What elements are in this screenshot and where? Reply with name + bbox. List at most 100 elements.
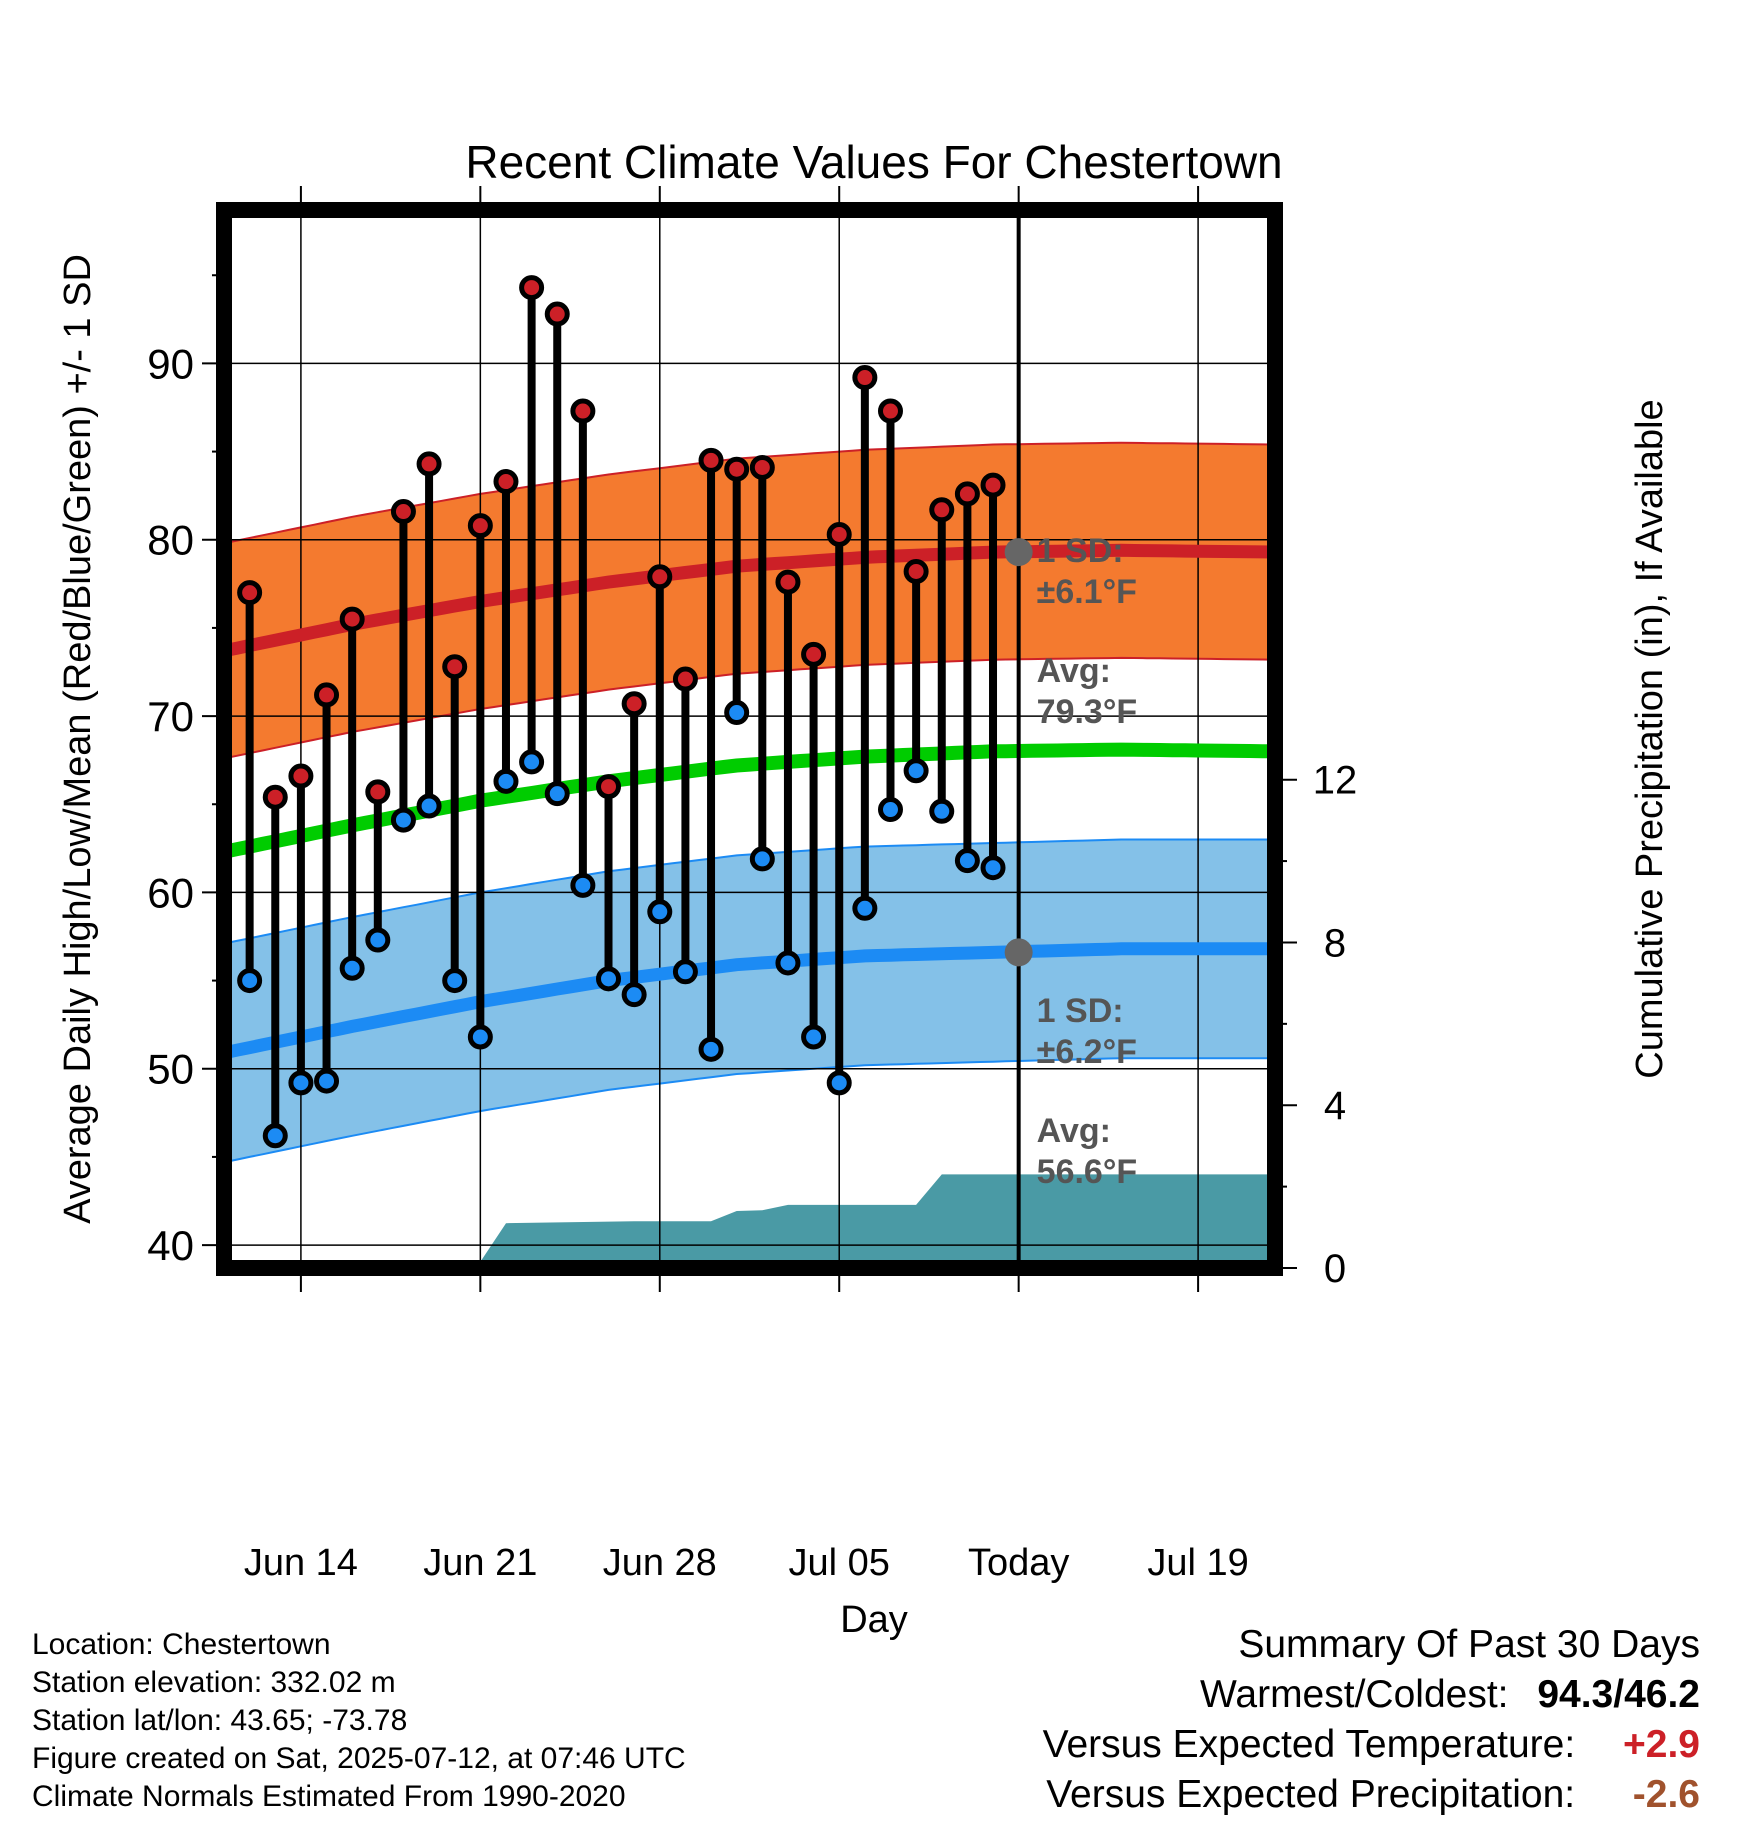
daily-low-point [390,807,416,833]
y-tick-label: 50 [147,1046,194,1093]
temp-label: Versus Expected Temperature: [1042,1723,1576,1766]
summary-heading: Summary Of Past 30 Days [1238,1623,1700,1666]
daily-high-point [954,481,980,507]
daily-low-point [826,1070,852,1096]
summary-panel: Summary Of Past 30 Days Warmest/Coldest:… [1043,1620,1700,1820]
station-info: Location: Chestertown Station elevation:… [32,1626,686,1816]
daily-low-point [801,1024,827,1050]
daily-low-point [570,872,596,898]
daily-high-point [467,513,493,539]
daily-high-point [877,398,903,424]
daily-low-point [314,1068,340,1094]
x-tick-label: Today [968,1542,1069,1584]
daily-high-point [929,497,955,523]
elevation-text: Station elevation: 332.02 m [32,1666,396,1699]
x-tick-label: Jun 21 [423,1542,537,1584]
chart-title: Recent Climate Values For Chestertown [465,136,1282,188]
daily-high-point [647,564,673,590]
daily-low-point [672,959,698,985]
daily-high-point [801,641,827,667]
low-sd-value: ±6.2°F [1037,1033,1137,1071]
low-avg-value: 56.6°F [1037,1153,1138,1191]
y-tick-label: 90 [147,340,194,387]
daily-low-point [467,1024,493,1050]
daily-high-point [570,398,596,424]
daily-high-point [390,499,416,525]
daily-high-point [724,456,750,482]
daily-low-point [237,968,263,994]
daily-low-point [775,950,801,976]
y2-tick-label: 0 [1324,1247,1346,1291]
plot-frame [216,202,1283,1276]
summary-warm-cold-row: Warmest/Coldest: 94.3/46.2 [1043,1670,1700,1720]
y-tick-label: 80 [147,517,194,564]
daily-low-point [980,855,1006,881]
daily-high-point [903,558,929,584]
daily-high-point [416,451,442,477]
high-avg-marker [1004,538,1033,567]
daily-high-point [262,784,288,810]
summary-precip-row: Versus Expected Precipitation: -2.6 [1043,1770,1700,1820]
daily-high-point [288,763,314,789]
daily-low-point [647,899,673,925]
daily-low-point [749,846,775,872]
high-avg-label: Avg: [1037,652,1111,690]
daily-high-point [544,301,570,327]
daily-low-point [698,1036,724,1062]
daily-high-point [621,691,647,717]
daily-low-point [852,895,878,921]
daily-high-point [980,472,1006,498]
days-label: 30 [1037,1379,1077,1420]
x-tick-label: Jul 05 [789,1542,890,1584]
y-tick-label: 60 [147,869,194,916]
daily-high-point [596,774,622,800]
daily-high-point [826,521,852,547]
y-tick-label: 40 [147,1222,194,1269]
high-sd-value: ±6.1°F [1037,573,1137,611]
precip-label: Versus Expected Precipitation: [1046,1773,1576,1816]
daily-low-point [929,798,955,824]
low-avg-marker [1004,938,1033,967]
daily-low-point [339,955,365,981]
y-tick-label: 70 [147,693,194,740]
daily-low-point [493,768,519,794]
daily-high-point [314,682,340,708]
daily-high-point [852,365,878,391]
daily-low-point [416,793,442,819]
days-label-2: Days [1037,1421,1123,1462]
y2-axis-title: Cumulative Precipitation (in), If Availa… [1629,399,1671,1078]
y2-tick-label: 12 [1313,759,1358,803]
daily-low-point [954,848,980,874]
daily-low-point [903,758,929,784]
daily-low-point [544,781,570,807]
x-axis-title: Day [840,1599,908,1641]
low-avg-label: Avg: [1037,1112,1111,1150]
created-text: Figure created on Sat, 2025-07-12, at 07… [32,1742,686,1775]
y2-tick-label: 8 [1324,921,1346,965]
daily-high-point [672,666,698,692]
warm-cold-label: Warmest/Coldest: [1200,1673,1509,1716]
daily-high-point [493,469,519,495]
daily-high-point [775,569,801,595]
high-avg-value: 79.3°F [1037,693,1138,731]
low-sd-label: 1 SD: [1037,992,1124,1030]
x-tick-label: Jun 28 [603,1542,717,1584]
daily-high-point [519,275,545,301]
warm-cold-value: 94.3/46.2 [1537,1673,1700,1716]
daily-low-point [877,797,903,823]
daily-high-point [749,454,775,480]
y-axis-title: Average Daily High/Low/Mean (Red/Blue/Gr… [57,254,99,1224]
daily-high-point [237,580,263,606]
x-tick-label: Jun 14 [244,1542,358,1584]
y2-tick-label: 4 [1324,1084,1346,1128]
latlon-text: Station lat/lon: 43.65; -73.78 [32,1704,408,1737]
normals-text: Climate Normals Estimated From 1990-2020 [32,1780,626,1813]
daily-low-point [596,966,622,992]
daily-high-point [339,606,365,632]
high-sd-label: 1 SD: [1037,532,1124,570]
daily-high-point [365,779,391,805]
normal-high-line [224,543,1275,658]
daily-high-point [698,447,724,473]
